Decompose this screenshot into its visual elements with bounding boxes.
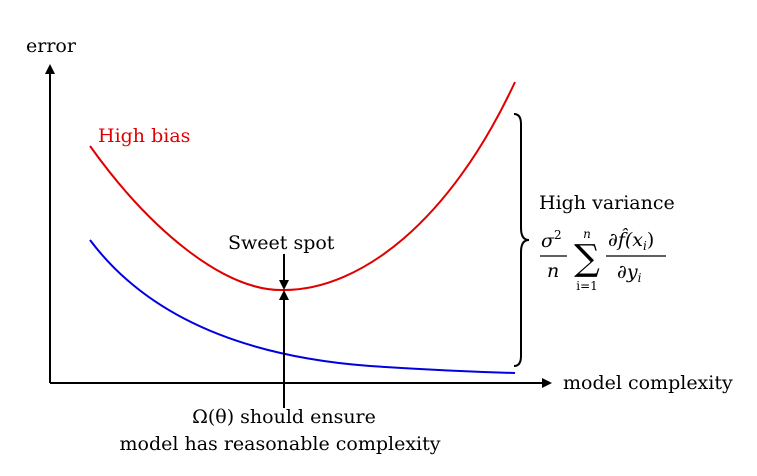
high-bias-curve — [89, 81, 516, 292]
svg-text:∂f̂(xi): ∂f̂(xi) — [608, 228, 654, 253]
svg-text:∂yi: ∂yi — [617, 261, 642, 285]
svg-text:i=1: i=1 — [576, 279, 598, 293]
variance-brace — [513, 113, 530, 367]
regularizer-caption-line2: model has reasonable complexity — [119, 433, 440, 455]
x-axis-label: model complexity — [563, 372, 733, 394]
high-bias-label: High bias — [98, 125, 190, 147]
svg-text:n: n — [547, 260, 559, 282]
high-variance-label: High variance — [539, 192, 675, 214]
svg-text:σ2: σ2 — [541, 228, 562, 252]
y-axis-label: error — [26, 35, 77, 57]
regularizer-caption-line1: Ω(θ) should ensure — [192, 406, 376, 428]
variance-formula: σ2 n n ∑ i=1 ∂f̂(xi) ∂yi — [540, 227, 666, 293]
svg-text:∑: ∑ — [574, 238, 600, 279]
variance-curve — [89, 239, 516, 374]
svg-text:n: n — [583, 227, 591, 241]
sweet-spot-label: Sweet spot — [228, 232, 335, 254]
